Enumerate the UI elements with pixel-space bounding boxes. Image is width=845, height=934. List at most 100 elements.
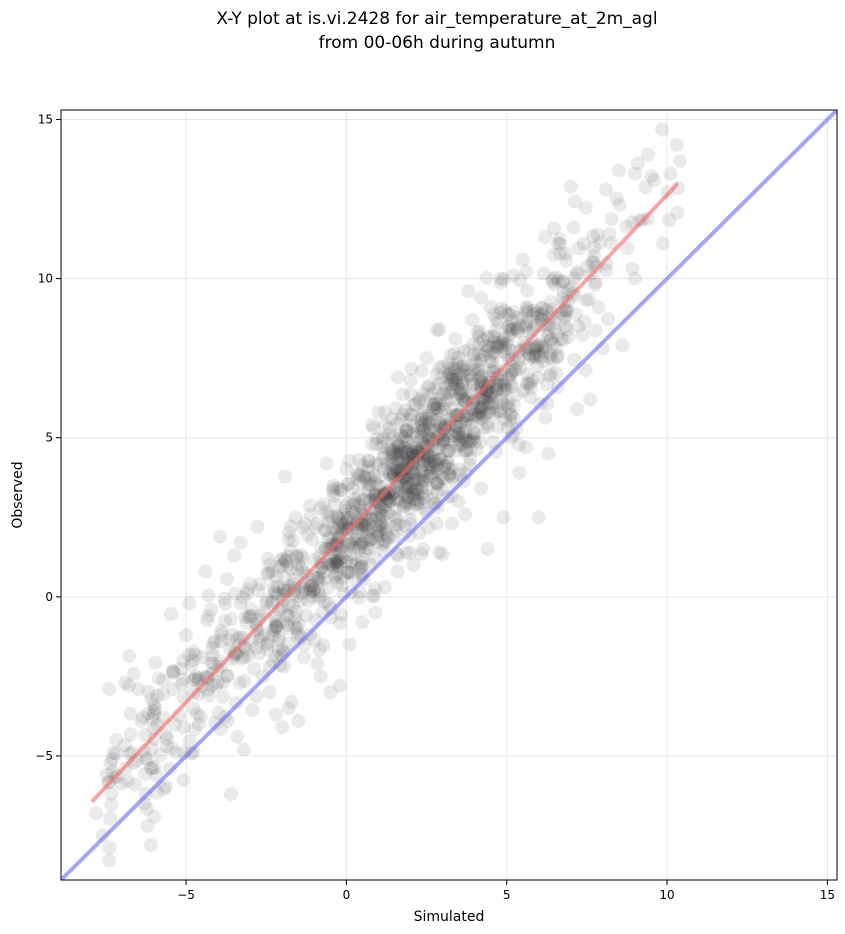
scatter-point xyxy=(361,463,376,478)
scatter-point xyxy=(339,503,354,518)
scatter-point xyxy=(458,416,472,431)
scatter-point xyxy=(270,587,285,602)
scatter-point xyxy=(365,437,379,452)
scatter-point xyxy=(343,566,358,580)
scatter-point xyxy=(382,465,396,480)
scatter-point xyxy=(519,440,533,455)
scatter-point xyxy=(498,378,513,393)
scatter-point xyxy=(361,459,376,474)
scatter-point xyxy=(260,593,275,607)
scatter-point xyxy=(501,307,515,322)
scatter-point xyxy=(487,329,502,344)
scatter-point xyxy=(406,398,421,412)
scatter-point xyxy=(279,553,294,568)
scatter-point xyxy=(551,273,566,288)
scatter-point xyxy=(453,366,468,381)
scatter-point xyxy=(399,424,414,439)
scatter-point xyxy=(430,457,445,472)
scatter-point xyxy=(489,383,504,397)
scatter-point xyxy=(334,607,349,622)
scatter-point xyxy=(433,415,447,430)
scatter-point xyxy=(243,577,258,592)
scatter-point xyxy=(494,338,509,353)
scatter-point xyxy=(141,706,156,721)
scatter-point xyxy=(486,307,501,322)
scatter-point xyxy=(209,678,224,693)
scatter-point xyxy=(297,650,312,665)
scatter-point xyxy=(422,378,437,393)
scatter-point xyxy=(267,584,282,599)
scatter-point xyxy=(591,300,606,315)
scatter-point xyxy=(174,677,189,692)
scatter-point xyxy=(561,329,576,344)
scatter-point xyxy=(421,417,436,431)
scatter-point xyxy=(514,311,529,326)
scatter-point xyxy=(438,458,453,473)
scatter-point xyxy=(428,401,443,416)
scatter-point xyxy=(281,599,296,613)
scatter-point xyxy=(466,348,481,363)
scatter-point xyxy=(341,520,356,535)
scatter-point xyxy=(334,578,349,592)
scatter-point xyxy=(280,608,295,623)
scatter-point xyxy=(380,442,395,457)
scatter-point xyxy=(232,676,247,690)
scatter-point xyxy=(542,350,557,365)
scatter-point xyxy=(385,446,400,461)
scatter-point xyxy=(543,333,558,348)
scatter-point xyxy=(492,337,507,352)
scatter-point xyxy=(381,531,396,546)
scatter-point xyxy=(358,520,373,535)
scatter-point xyxy=(550,349,565,364)
scatter-point xyxy=(298,581,312,596)
scatter-point xyxy=(468,408,483,423)
scatter-point xyxy=(503,407,518,422)
scatter-point xyxy=(369,437,384,452)
scatter-point xyxy=(450,439,465,454)
scatter-point xyxy=(350,531,364,546)
scatter-point xyxy=(375,537,390,552)
scatter-point xyxy=(395,463,410,478)
scatter-point xyxy=(228,647,243,662)
scatter-point xyxy=(523,390,538,405)
scatter-point xyxy=(347,535,362,550)
scatter-point xyxy=(261,635,276,650)
scatter-point xyxy=(303,507,318,522)
scatter-point xyxy=(390,370,405,385)
scatter-point xyxy=(354,556,369,571)
scatter-point xyxy=(341,538,356,553)
scatter-point xyxy=(424,414,439,429)
scatter-point xyxy=(89,806,104,821)
scatter-point xyxy=(213,529,227,544)
scatter-point xyxy=(402,502,417,516)
scatter-point xyxy=(268,707,283,722)
scatter-point xyxy=(350,466,365,481)
scatter-point xyxy=(477,409,492,424)
scatter-point xyxy=(530,338,545,353)
scatter-point xyxy=(347,492,362,507)
scatter-point xyxy=(447,363,462,378)
scatter-point xyxy=(416,473,431,488)
scatter-point xyxy=(378,502,393,517)
scatter-point xyxy=(429,367,444,382)
scatter-point xyxy=(525,349,540,364)
scatter-point xyxy=(289,549,304,564)
scatter-point xyxy=(457,444,472,459)
scatter-point xyxy=(406,488,421,502)
scatter-point xyxy=(395,478,410,493)
scatter-point xyxy=(535,339,549,354)
scatter-point xyxy=(602,227,617,242)
scatter-point xyxy=(527,348,542,363)
scatter-points xyxy=(89,122,687,868)
scatter-point xyxy=(334,521,349,536)
scatter-point xyxy=(476,349,490,363)
scatter-point xyxy=(329,555,344,570)
scatter-point xyxy=(438,418,453,433)
scatter-point xyxy=(430,475,445,490)
scatter-point xyxy=(188,669,203,684)
scatter-point xyxy=(389,517,404,532)
scatter-point xyxy=(407,467,422,481)
scatter-point xyxy=(147,760,162,775)
scatter-point xyxy=(484,347,499,361)
